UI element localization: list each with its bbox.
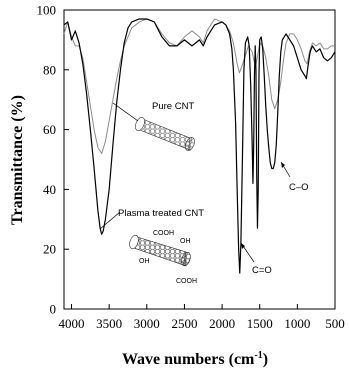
c-double-o-label: C=O — [252, 265, 272, 276]
x-tick-label: 500 — [325, 316, 345, 331]
pure-cnt-nanotube-illustration — [112, 102, 195, 151]
plasma-cnt-label: Plasma treated CNT — [118, 208, 204, 219]
plasma-cnt-spectrum-line — [63, 18, 336, 274]
cooh-bottom-label: COOH — [176, 278, 197, 285]
c-o-label: C–O — [289, 182, 309, 193]
plasma-cnt-pointer — [99, 211, 121, 230]
spectra-lines — [63, 18, 336, 274]
x-tick-label: 1000 — [284, 316, 310, 331]
cooh-top-label: COOH — [153, 230, 174, 237]
y-tick-label: 20 — [43, 242, 56, 257]
y-axis-title: Transmittance (%) — [9, 95, 26, 225]
y-axis-ticks: 0 20 40 60 80 100 — [37, 3, 69, 317]
x-tick-label: 3000 — [134, 316, 160, 331]
x-axis-ticks: 4000 3500 3000 2500 2000 1500 1000 500 — [59, 304, 345, 331]
x-tick-label: 2000 — [209, 316, 235, 331]
plasma-cnt-nanotube-illustration: COOH OH OH COOH — [129, 230, 197, 285]
x-tick-label: 2500 — [171, 316, 197, 331]
x-tick-label: 4000 — [59, 316, 85, 331]
c-o-arrowhead — [281, 162, 285, 168]
y-tick-label: 100 — [37, 3, 57, 18]
y-tick-label: 80 — [43, 62, 56, 77]
pure-cnt-label: Pure CNT — [152, 101, 194, 112]
plot-frame — [63, 9, 336, 310]
y-tick-label: 60 — [43, 122, 56, 137]
oh-left-label: OH — [139, 258, 150, 265]
oh-right-label: OH — [180, 238, 191, 245]
x-axis-title: Wave numbers (cm-1) — [122, 350, 268, 368]
c-double-o-arrowhead — [241, 243, 245, 249]
y-tick-label: 40 — [43, 182, 56, 197]
pure-cnt-spectrum-line — [63, 18, 335, 155]
x-tick-label: 1500 — [247, 316, 273, 331]
y-tick-label: 0 — [50, 302, 57, 317]
x-tick-label: 3500 — [96, 316, 122, 331]
